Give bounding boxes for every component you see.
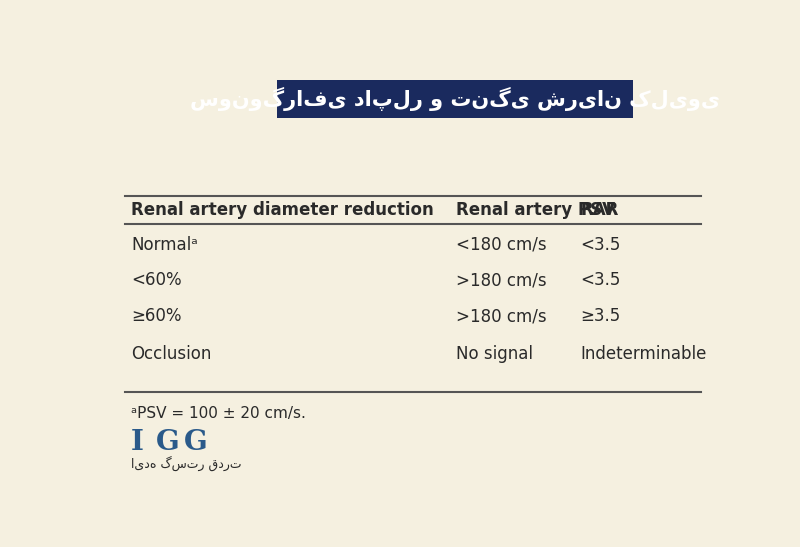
Text: No signal: No signal <box>457 345 534 363</box>
Text: <3.5: <3.5 <box>581 236 621 254</box>
FancyBboxPatch shape <box>277 80 634 118</box>
Text: RAR: RAR <box>581 201 619 219</box>
Text: Renal artery diameter reduction: Renal artery diameter reduction <box>131 201 434 219</box>
Text: >180 cm/s: >180 cm/s <box>457 307 547 325</box>
Text: Normalᵃ: Normalᵃ <box>131 236 198 254</box>
Text: سونوگرافی داپلر و تنگی شریان کلیوی: سونوگرافی داپلر و تنگی شریان کلیوی <box>190 88 720 112</box>
Text: ≥3.5: ≥3.5 <box>581 307 621 325</box>
Text: Renal artery PSV: Renal artery PSV <box>457 201 615 219</box>
Text: <60%: <60% <box>131 271 182 289</box>
Text: ≥60%: ≥60% <box>131 307 182 325</box>
Text: Occlusion: Occlusion <box>131 345 211 363</box>
Text: <180 cm/s: <180 cm/s <box>457 236 547 254</box>
Text: >180 cm/s: >180 cm/s <box>457 271 547 289</box>
Text: <3.5: <3.5 <box>581 271 621 289</box>
Text: ایده گستر قدرت: ایده گستر قدرت <box>131 456 242 472</box>
Text: ᵃPSV = 100 ± 20 cm/s.: ᵃPSV = 100 ± 20 cm/s. <box>131 406 306 421</box>
Text: G: G <box>156 429 179 456</box>
Text: G: G <box>184 429 207 456</box>
Text: I: I <box>131 429 144 456</box>
Text: Indeterminable: Indeterminable <box>581 345 707 363</box>
